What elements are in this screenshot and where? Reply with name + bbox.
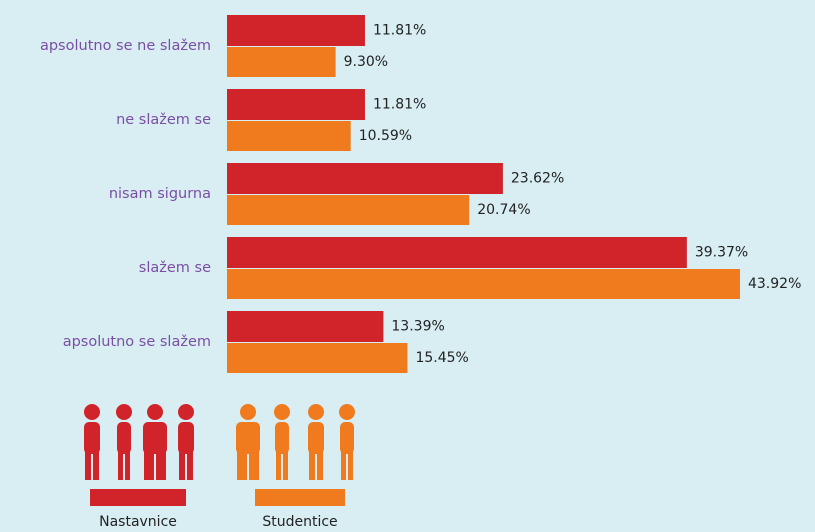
value-label: 43.92% bbox=[748, 276, 801, 292]
legend-icon bbox=[84, 404, 194, 480]
value-label: 20.74% bbox=[477, 202, 530, 218]
figure-head bbox=[274, 404, 290, 420]
value-label: 9.30% bbox=[344, 54, 388, 70]
value-label: 15.45% bbox=[415, 350, 468, 366]
figure-head bbox=[308, 404, 324, 420]
figure-head bbox=[84, 404, 100, 420]
legend-label: Studentice bbox=[262, 514, 337, 530]
value-label: 11.81% bbox=[373, 23, 426, 39]
bar bbox=[227, 163, 503, 194]
category-label: apsolutno se ne slažem bbox=[40, 38, 211, 54]
bar bbox=[227, 269, 740, 299]
figure-head bbox=[147, 404, 163, 420]
legend-label: Nastavnice bbox=[99, 514, 177, 530]
value-label: 23.62% bbox=[511, 171, 564, 187]
figure-leg bbox=[309, 452, 315, 480]
figure-body bbox=[84, 422, 100, 454]
figure-leg bbox=[93, 452, 99, 480]
bar bbox=[227, 15, 365, 46]
figure-body bbox=[178, 422, 194, 454]
figure-head bbox=[116, 404, 132, 420]
figure-leg bbox=[341, 452, 346, 480]
category-label: ne slažem se bbox=[116, 112, 211, 128]
figure-leg bbox=[118, 452, 123, 480]
figure-leg bbox=[179, 452, 185, 480]
value-label: 39.37% bbox=[695, 245, 748, 261]
bar bbox=[227, 47, 336, 77]
figure-leg bbox=[348, 452, 353, 480]
legend-swatch bbox=[90, 489, 186, 506]
figure-body bbox=[117, 422, 131, 454]
bar bbox=[227, 121, 351, 151]
value-label: 11.81% bbox=[373, 97, 426, 113]
bar bbox=[227, 237, 687, 268]
page: apsolutno se ne slažem 11.81% 9.30% ne slaž… bbox=[0, 0, 815, 532]
figure-body bbox=[236, 422, 260, 454]
figure-leg bbox=[317, 452, 323, 480]
figure-leg bbox=[85, 452, 91, 480]
figure-head bbox=[240, 404, 256, 420]
bar bbox=[227, 343, 407, 373]
figure-leg bbox=[276, 452, 281, 480]
category-label: apsolutno se slažem bbox=[63, 334, 211, 350]
bar bbox=[227, 195, 469, 225]
figure-leg bbox=[125, 452, 130, 480]
figure-leg bbox=[156, 452, 166, 480]
figure-head bbox=[339, 404, 355, 420]
chart: apsolutno se ne slažem 11.81% 9.30% ne slaž… bbox=[0, 0, 815, 532]
legend-swatch bbox=[255, 489, 345, 506]
figure-body bbox=[340, 422, 354, 454]
category-label: nisam sigurna bbox=[109, 186, 211, 202]
figure-body bbox=[308, 422, 324, 454]
figure-leg bbox=[187, 452, 193, 480]
figure-leg bbox=[144, 452, 154, 480]
figure-head bbox=[178, 404, 194, 420]
figure-leg bbox=[283, 452, 288, 480]
bar bbox=[227, 89, 365, 120]
category-label: slažem se bbox=[139, 260, 211, 276]
value-label: 10.59% bbox=[359, 128, 412, 144]
figure-leg bbox=[249, 452, 259, 480]
figure-body bbox=[143, 422, 167, 454]
legend-icon bbox=[236, 404, 355, 480]
bar bbox=[227, 311, 383, 342]
figure-leg bbox=[237, 452, 247, 480]
value-label: 13.39% bbox=[391, 319, 444, 335]
figure-body bbox=[275, 422, 289, 454]
